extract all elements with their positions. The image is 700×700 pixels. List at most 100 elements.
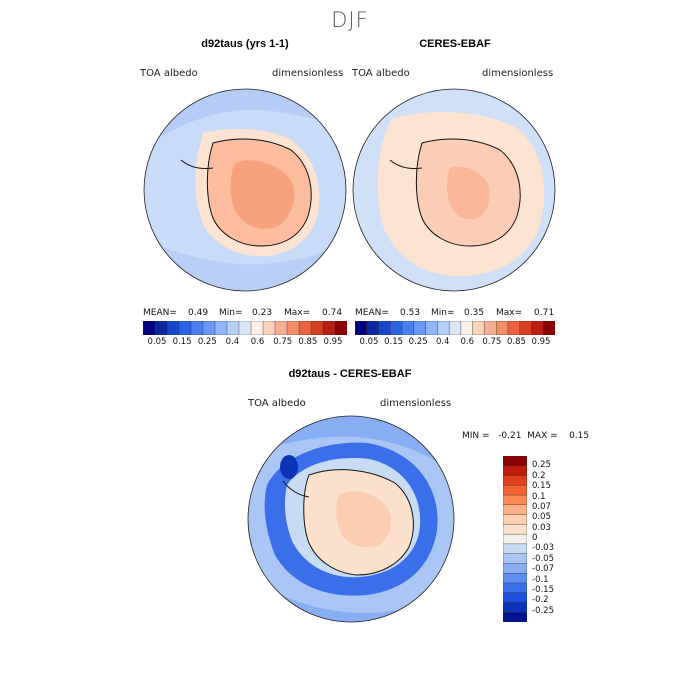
colorbar-swatch (460, 321, 474, 335)
coastline (303, 469, 414, 576)
colorbar-swatch (262, 321, 276, 335)
colorbar-tick-label: 0.03 (532, 522, 551, 533)
panel-1-max: 0.74 (322, 308, 343, 318)
colorbar-swatch (503, 465, 527, 477)
panel-2-mean-label: MEAN= (355, 308, 389, 318)
colorbar-tick-label: 0.25 (197, 337, 217, 347)
panel-2-title: CERES-EBAF (419, 38, 491, 50)
colorbar-swatch (178, 321, 192, 335)
colorbar-tick-label: 0.1 (532, 491, 546, 502)
colorbar-swatch (519, 321, 532, 335)
colorbar-swatch (543, 321, 555, 335)
colorbar-tick-label: 0.05 (532, 512, 551, 523)
colorbar-swatch (202, 321, 216, 335)
panel-1-title: d92taus (yrs 1-1) (201, 38, 289, 50)
colorbar-tick-label: 0.25 (408, 337, 428, 347)
colorbar-tick-label: 0.05 (147, 337, 167, 347)
colorbar-tick-label: 0.07 (532, 501, 551, 512)
colorbar-tick-label: -0.25 (532, 605, 554, 616)
panel-1-mean-label: MEAN= (143, 308, 177, 318)
colorbar-tick-label: -0.03 (532, 543, 554, 554)
coastline (415, 138, 521, 247)
panel-1-min: 0.23 (252, 308, 273, 318)
plateau-fill (230, 160, 295, 229)
colorbar-swatch (484, 321, 497, 335)
panel-2-min-label: Min= (431, 308, 455, 318)
colorbar-swatch (503, 524, 527, 535)
diff-panel-variable: TOA albedo (248, 398, 306, 409)
colorbar-swatch (190, 321, 204, 335)
colorbar-tick-label: 0.05 (359, 337, 379, 347)
map-border (247, 415, 455, 623)
colorbar-swatch (503, 582, 527, 594)
season-title: DJF (331, 8, 369, 32)
colorbar-swatch (143, 321, 156, 335)
colorbar-tick-label: -0.05 (532, 553, 554, 564)
colorbar-swatch (214, 321, 228, 335)
panel-1-min-label: Min= (219, 308, 243, 318)
colorbar-tick-label: 0 (532, 533, 538, 543)
colorbar-tick-label: 0.85 (506, 337, 526, 347)
colorbar-tick-label: 0.4 (225, 337, 240, 347)
colorbar-swatch (503, 504, 527, 516)
diff-panel-units: dimensionless (380, 398, 452, 409)
colorbar-swatch (531, 321, 544, 335)
colorbar-swatch (503, 553, 527, 564)
panel-1-max-label: Max= (284, 308, 311, 318)
panel-2-units: dimensionless (482, 68, 554, 79)
colorbar-tick-label: -0.1 (532, 574, 549, 585)
colorbar-swatch (250, 321, 264, 335)
colorbar-swatch (503, 592, 527, 603)
plateau-fill (336, 491, 392, 548)
colorbar-tick-label: -0.07 (532, 564, 554, 575)
colorbar-swatch (378, 321, 391, 335)
colorbar-2 (355, 321, 555, 335)
colorbar-swatch (503, 612, 527, 622)
panel-1-mean: 0.49 (188, 308, 209, 318)
panel-2-max: 0.71 (534, 308, 555, 318)
colorbar-swatch (401, 321, 415, 335)
colorbar-1 (143, 321, 347, 335)
colorbar-swatch (503, 494, 527, 506)
panel-2-max-label: Max= (496, 308, 523, 318)
colorbar-swatch (472, 321, 485, 335)
min-anomaly (280, 455, 298, 479)
colorbar-swatch (503, 602, 527, 613)
colorbar-swatch (286, 321, 300, 335)
colorbar-swatch (154, 321, 168, 335)
colorbar-swatch (413, 321, 427, 335)
panel-2-min: 0.35 (464, 308, 485, 318)
colorbar-swatch (166, 321, 180, 335)
panel-2-map (352, 88, 556, 292)
colorbar-diff (503, 456, 527, 622)
colorbar-swatch (503, 485, 527, 496)
colorbar-swatch (495, 321, 509, 335)
map-border (143, 88, 347, 292)
colorbar-swatch (310, 321, 324, 335)
panel-1-map (143, 88, 347, 292)
colorbar-swatch (322, 321, 336, 335)
colorbar-tick-label: 0.15 (384, 337, 404, 347)
colorbar-tick-label: 0.6 (250, 337, 265, 347)
colorbar-swatch (366, 321, 380, 335)
map-border (352, 88, 556, 292)
peninsula (180, 159, 214, 169)
colorbar-swatch (503, 543, 527, 555)
colorbar-swatch (503, 514, 527, 525)
colorbar-swatch (355, 321, 368, 335)
colorbar-tick-label: -0.2 (532, 595, 549, 606)
peninsula (282, 480, 310, 498)
colorbar-tick-label: 0.95 (323, 337, 343, 347)
colorbar-swatch (334, 321, 347, 335)
colorbar-tick-label: 0.4 (435, 337, 450, 347)
colorbar-swatch (503, 533, 527, 545)
diff-map (247, 415, 455, 623)
colorbar-tick-label: 0.85 (298, 337, 318, 347)
colorbar-tick-label: 0.75 (482, 337, 502, 347)
colorbar-swatch (503, 572, 527, 584)
peninsula (389, 159, 423, 169)
panel-2-mean: 0.53 (400, 308, 421, 318)
colorbar-tick-label: 0.2 (532, 470, 546, 481)
colorbar-swatch (226, 321, 240, 335)
colorbar-swatch (238, 321, 252, 335)
